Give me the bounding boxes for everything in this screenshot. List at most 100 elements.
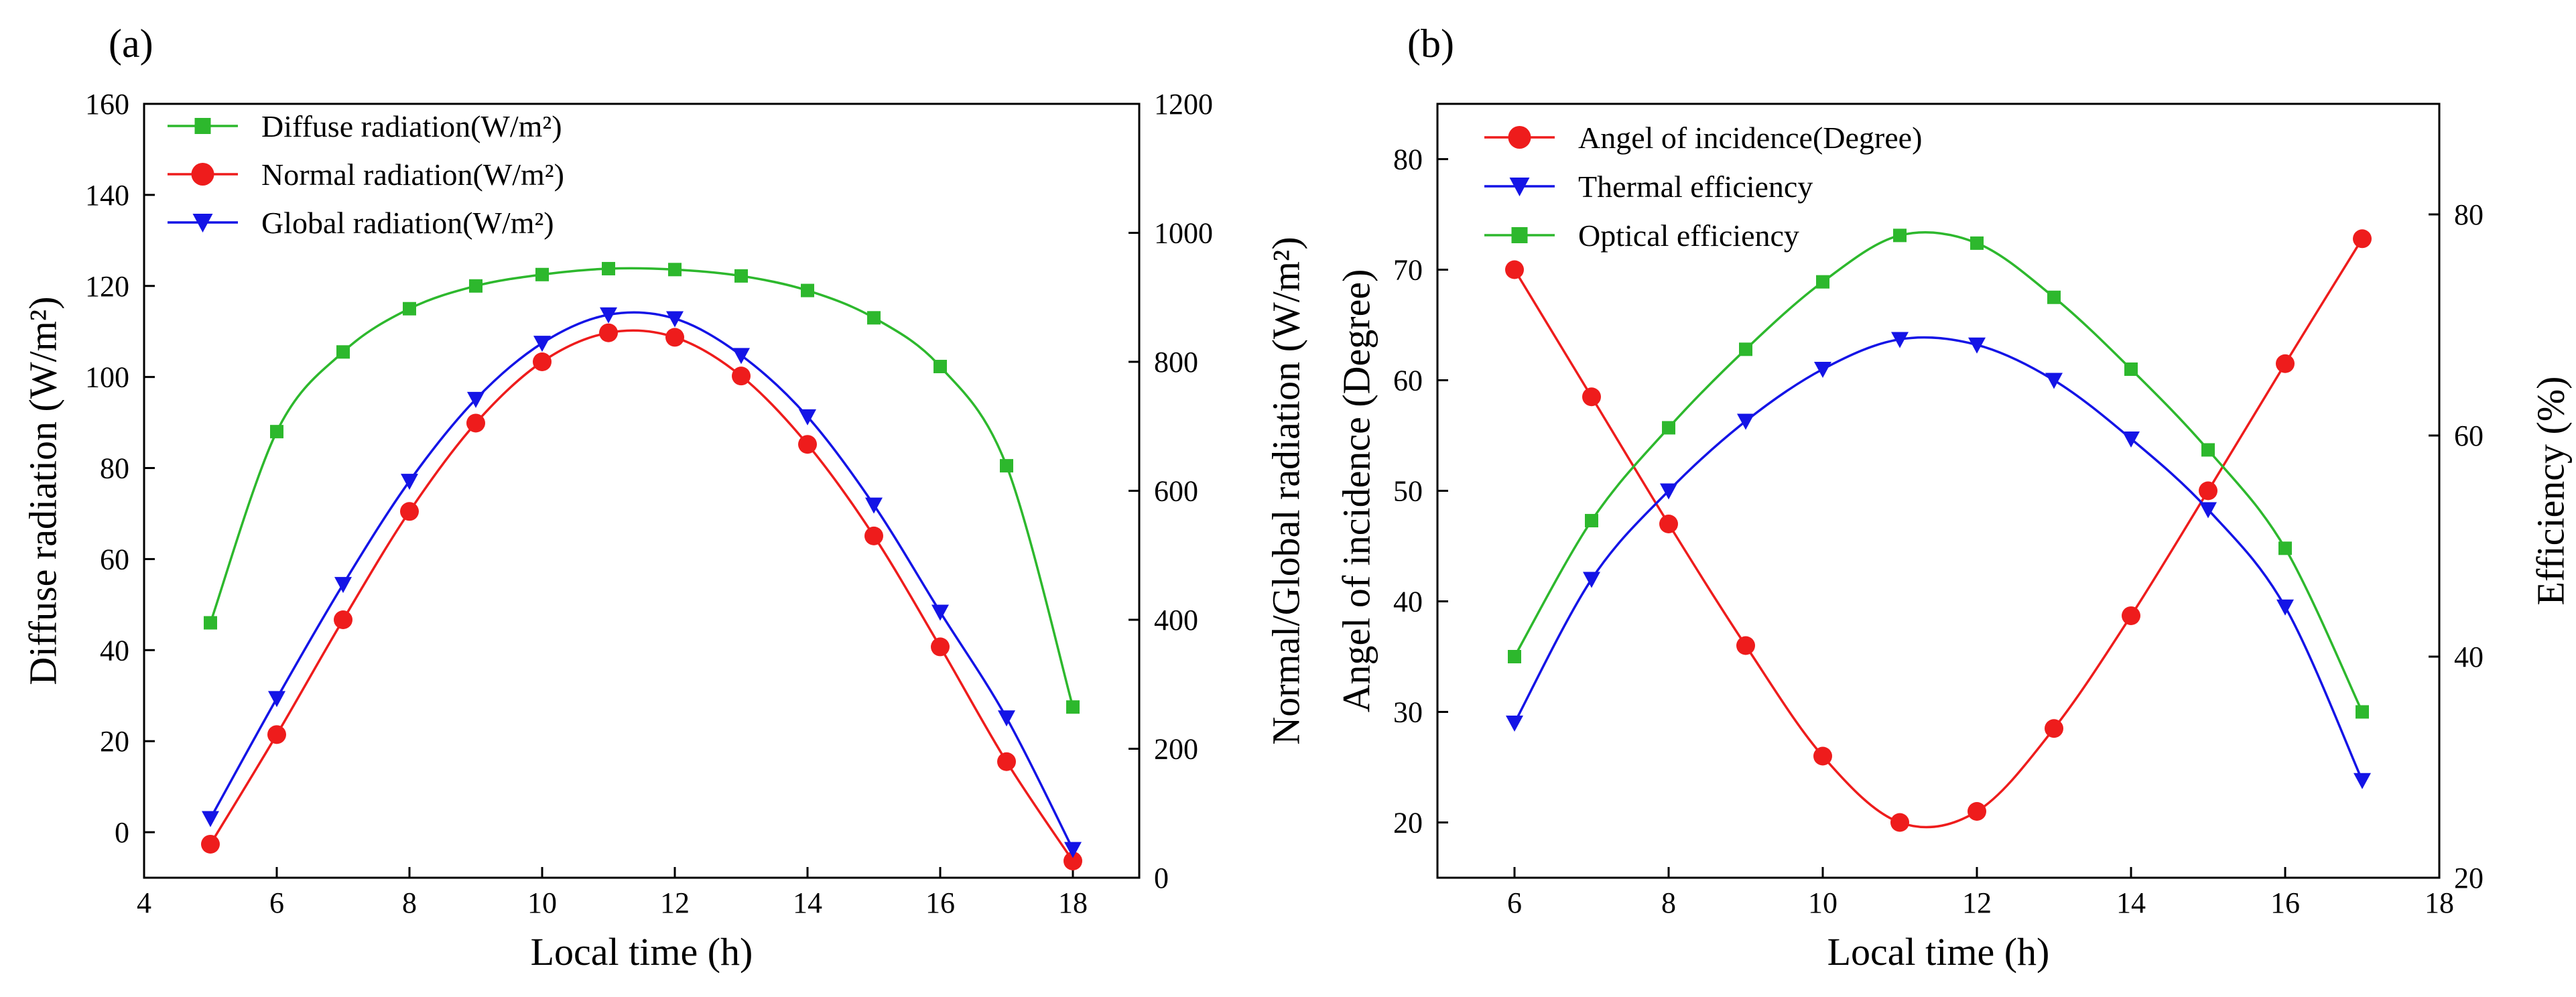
legend-entry: Optical efficiency — [1484, 218, 1799, 253]
data-point — [1064, 842, 1082, 858]
data-point — [1508, 650, 1521, 663]
data-point — [2047, 290, 2061, 304]
y-right-tick-label: 600 — [1154, 475, 1198, 508]
data-point — [1583, 572, 1600, 588]
legend-entry: Normal radiation(W/m²) — [168, 157, 564, 192]
data-point — [798, 435, 817, 454]
data-point — [1893, 228, 1907, 243]
data-point — [334, 577, 352, 594]
y-right-tick-label: 800 — [1154, 346, 1198, 379]
y-left-tick-label: 40 — [1393, 586, 1423, 618]
y-right-axis-title: Normal/Global radiation (W/m²) — [1264, 237, 1307, 744]
x-tick-label: 10 — [1808, 886, 1838, 919]
data-point — [1000, 459, 1013, 473]
data-point — [2045, 719, 2063, 738]
legend-entry: Thermal efficiency — [1484, 170, 1813, 204]
x-tick-label: 16 — [2270, 886, 2300, 919]
data-point — [1891, 332, 1909, 348]
data-point — [336, 345, 350, 359]
series-line — [1513, 238, 2364, 829]
data-point — [602, 261, 615, 275]
x-tick-label: 18 — [2425, 886, 2454, 919]
series-line — [209, 329, 1074, 862]
x-tick-label: 6 — [269, 886, 284, 919]
y-left-axis-title: Angel of incidence (Degree) — [1334, 269, 1378, 713]
data-point — [2122, 606, 2140, 625]
data-point — [2124, 362, 2138, 376]
legend-label: Optical efficiency — [1578, 218, 1799, 253]
data-point — [1970, 236, 1984, 250]
data-point — [1662, 421, 1675, 435]
data-point — [599, 323, 618, 342]
series-2 — [1506, 332, 2371, 789]
data-point — [401, 474, 418, 490]
legend-marker — [192, 214, 213, 232]
data-point — [400, 502, 419, 521]
data-point — [533, 336, 551, 352]
y-left-tick-label: 80 — [1393, 143, 1423, 176]
series-line — [209, 267, 1074, 708]
data-point — [600, 307, 617, 324]
y-left-tick-label: 100 — [85, 361, 129, 394]
x-tick-label: 8 — [1661, 886, 1676, 919]
series-3 — [1508, 228, 2369, 719]
data-point — [2045, 373, 2063, 389]
data-point — [1968, 802, 1986, 821]
y-left-tick-label: 50 — [1393, 475, 1423, 508]
data-point — [466, 413, 485, 433]
x-tick-label: 18 — [1058, 886, 1088, 919]
data-point — [1066, 700, 1080, 714]
y-right-tick-label: 40 — [2454, 641, 2484, 673]
data-point — [1505, 260, 1524, 279]
legend-marker — [194, 118, 211, 134]
y-left-tick-label: 40 — [100, 634, 129, 667]
x-tick-label: 16 — [925, 886, 955, 919]
data-point — [734, 269, 748, 283]
x-tick-label: 10 — [527, 886, 557, 919]
legend-label: Angel of incidence(Degree) — [1578, 121, 1922, 155]
legend-entry: Diffuse radiation(W/m²) — [168, 109, 562, 143]
x-tick-label: 8 — [402, 886, 417, 919]
series-2 — [201, 323, 1082, 870]
data-point — [1813, 746, 1832, 766]
y-left-tick-label: 60 — [100, 543, 129, 576]
data-point — [998, 710, 1015, 727]
legend-marker — [191, 163, 214, 186]
data-point — [665, 328, 684, 347]
legend-marker — [1509, 178, 1530, 196]
legend-marker — [1511, 227, 1528, 243]
panel-a: 4 6 8 10 12 14 16 18 0 20 40 60 80 100 120 140 160 0 200 40… — [21, 21, 1307, 974]
data-point — [1736, 636, 1755, 655]
data-point — [469, 279, 482, 293]
y-left-tick-label: 20 — [100, 725, 129, 758]
x-axis-title: Local time (h) — [1827, 930, 2050, 974]
data-point — [267, 725, 286, 744]
y-right-tick-label: 1200 — [1154, 88, 1213, 121]
y-right-tick-label: 1000 — [1154, 217, 1213, 250]
data-point — [2201, 443, 2215, 457]
data-point — [2278, 541, 2292, 555]
data-point — [799, 409, 816, 425]
data-point — [867, 311, 881, 325]
data-point — [334, 610, 352, 629]
data-point — [1660, 483, 1677, 500]
y-left-axis-title: Diffuse radiation (W/m²) — [21, 296, 64, 685]
data-point — [2199, 502, 2217, 519]
legend-entry: Global radiation(W/m²) — [168, 206, 554, 240]
data-point — [268, 691, 285, 708]
data-point — [467, 391, 485, 408]
y-left-tick-label: 30 — [1393, 696, 1423, 729]
data-point — [2199, 481, 2217, 501]
series-1 — [1505, 229, 2372, 832]
panel-label: (b) — [1407, 21, 1454, 66]
series-1 — [204, 261, 1080, 714]
legend-label: Thermal efficiency — [1578, 170, 1813, 204]
legend-marker — [1508, 126, 1531, 149]
data-point — [533, 352, 552, 371]
data-point — [732, 367, 751, 386]
x-tick-label: 14 — [793, 886, 822, 919]
data-point — [1968, 337, 1986, 354]
y-right-tick-label: 20 — [2454, 862, 2484, 894]
data-point — [2353, 229, 2372, 249]
data-point — [1816, 275, 1829, 289]
